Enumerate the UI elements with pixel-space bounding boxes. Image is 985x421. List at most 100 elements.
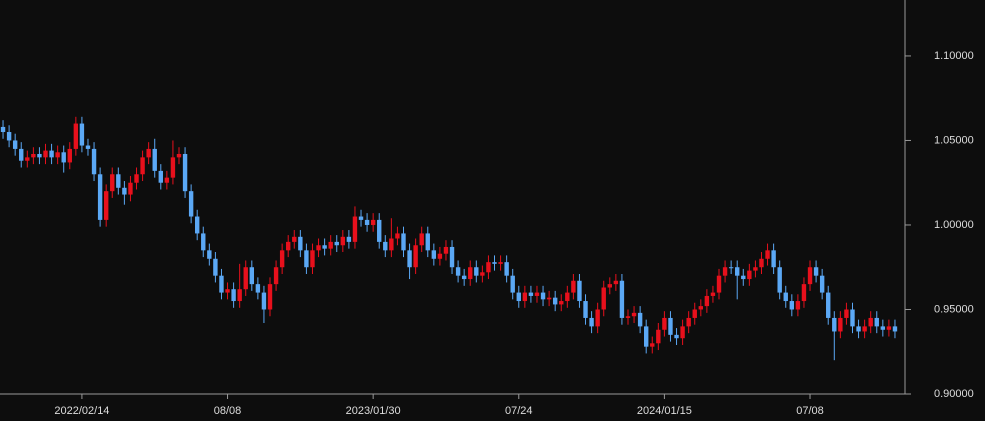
candle-body xyxy=(310,250,315,268)
candle-body xyxy=(619,280,625,318)
candle-body xyxy=(31,153,36,158)
candle-body xyxy=(807,267,813,285)
candle-body xyxy=(146,148,151,158)
candle-body xyxy=(25,157,30,161)
candle-body xyxy=(613,280,619,285)
candle-body xyxy=(383,241,388,251)
candle-body xyxy=(267,284,273,310)
candle-body xyxy=(722,267,728,276)
candle-body xyxy=(728,267,734,269)
candle-body xyxy=(443,246,449,254)
candle-body xyxy=(813,267,819,276)
candle-body xyxy=(480,272,485,276)
candle-body xyxy=(85,145,91,149)
candle-body xyxy=(352,216,358,242)
candle-body xyxy=(771,250,776,268)
candle-body xyxy=(79,123,85,146)
candle-body xyxy=(231,289,236,302)
candle-body xyxy=(595,309,600,327)
candle-body xyxy=(225,289,230,293)
candle-body xyxy=(304,250,309,268)
candle-body xyxy=(832,317,837,332)
candle-body xyxy=(322,245,327,249)
x-tick-label: 2022/02/14 xyxy=(54,405,109,417)
candle-body xyxy=(12,140,18,149)
candle-body xyxy=(255,284,261,293)
candle-body xyxy=(880,326,886,330)
x-tick-label: 07/08 xyxy=(796,405,824,417)
x-axis-band xyxy=(0,395,985,421)
candle-body xyxy=(346,236,352,242)
candle-body xyxy=(176,153,182,158)
candle-body xyxy=(643,326,649,347)
candle-body xyxy=(468,267,473,280)
candle-body xyxy=(207,250,212,259)
candle-body xyxy=(170,157,176,178)
candle-body xyxy=(134,174,139,183)
candle-body xyxy=(716,275,722,293)
candle-body xyxy=(116,174,121,188)
candle-body xyxy=(735,267,740,276)
candle-body xyxy=(249,267,255,285)
y-tick-label: 0.90000 xyxy=(934,388,974,400)
candle-body xyxy=(686,317,691,327)
candle-body xyxy=(486,262,491,273)
candle-body xyxy=(747,270,752,280)
candle-body xyxy=(650,343,655,347)
candle-body xyxy=(607,284,612,288)
candle-body xyxy=(407,250,412,268)
candle-body xyxy=(273,267,279,285)
candle-body xyxy=(698,306,704,310)
candle-body xyxy=(492,262,497,264)
candle-body xyxy=(868,317,873,327)
y-tick-label: 0.95000 xyxy=(934,303,974,315)
candle-body xyxy=(6,132,12,141)
candle-body xyxy=(73,123,79,149)
candle-body xyxy=(316,245,321,251)
candle-body xyxy=(795,301,801,310)
candle-body xyxy=(710,292,716,296)
candle-body xyxy=(279,250,285,268)
candle-body xyxy=(522,292,528,302)
candle-body xyxy=(704,295,710,307)
candle-body xyxy=(49,150,54,158)
candle-body xyxy=(188,191,194,217)
candle-body xyxy=(328,241,333,249)
x-tick-label: 2023/01/30 xyxy=(346,405,401,417)
candle-body xyxy=(140,157,145,175)
candle-body xyxy=(680,326,685,339)
candle-body xyxy=(377,219,382,242)
candle-body xyxy=(437,253,443,259)
candle-body xyxy=(286,241,291,251)
candle-body xyxy=(389,238,394,251)
candle-body xyxy=(662,317,667,330)
candle-body xyxy=(61,152,66,163)
candle-body xyxy=(577,280,582,302)
candle-body xyxy=(674,334,679,339)
candle-body xyxy=(152,148,157,171)
candle-body xyxy=(219,275,224,293)
candle-body xyxy=(510,275,515,293)
candle-body xyxy=(340,236,346,246)
candle-body xyxy=(110,174,115,192)
candle-body xyxy=(67,148,72,163)
candle-body xyxy=(213,258,218,276)
candle-body xyxy=(601,287,606,310)
y-tick-label: 1.05000 xyxy=(934,134,974,146)
candle-body xyxy=(449,246,455,268)
candle-body xyxy=(419,233,424,246)
candle-body xyxy=(753,267,758,271)
candle-body xyxy=(334,241,339,246)
candle-body xyxy=(474,267,479,276)
x-tick-label: 2024/01/15 xyxy=(637,405,692,417)
candle-body xyxy=(55,152,60,158)
candle-body xyxy=(461,275,467,280)
candle-body xyxy=(237,289,242,302)
x-tick-label: 08/08 xyxy=(214,405,242,417)
candle-body xyxy=(838,317,843,332)
candle-body xyxy=(571,280,576,293)
candle-body xyxy=(692,309,697,318)
candle-body xyxy=(103,191,109,220)
candle-body xyxy=(552,297,558,305)
candle-body xyxy=(856,326,861,332)
